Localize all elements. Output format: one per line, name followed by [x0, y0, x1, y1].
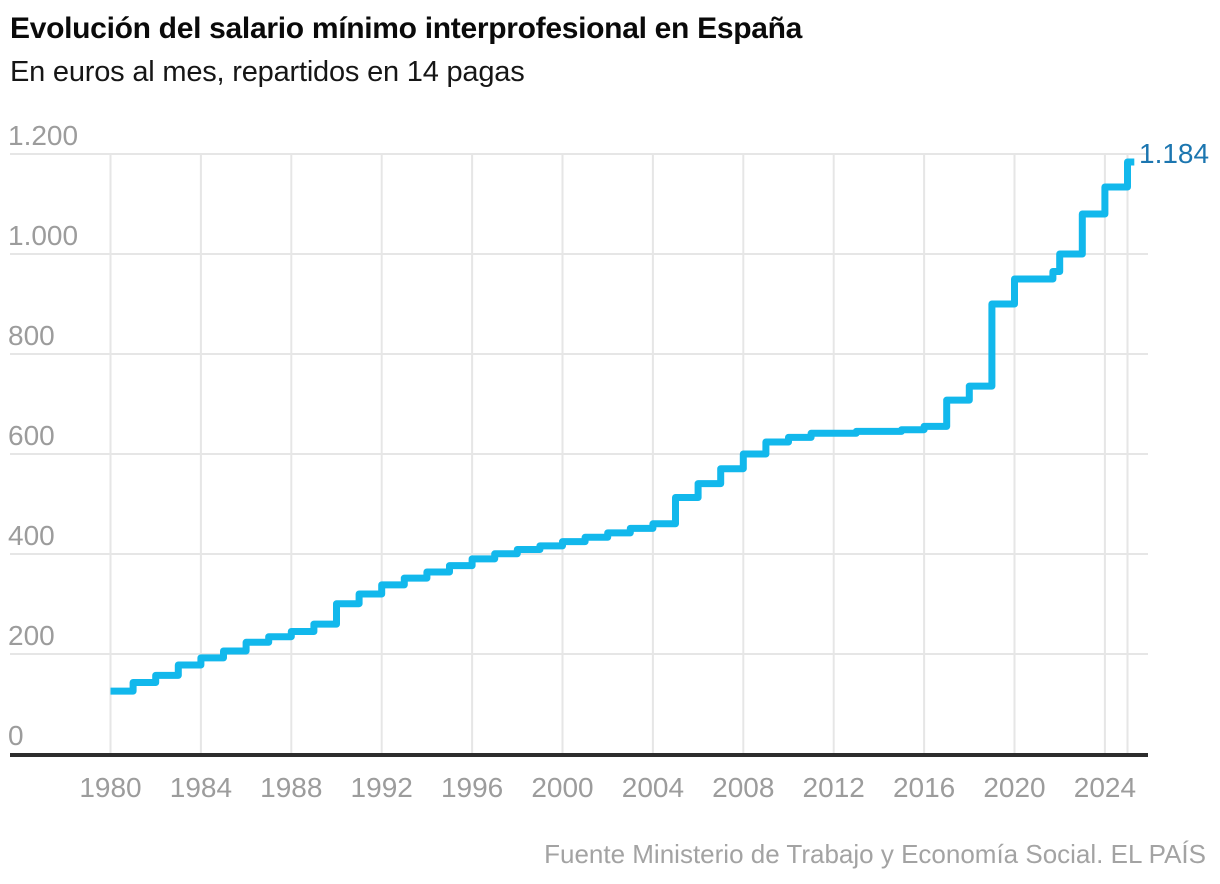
wage-step-line	[110, 158, 1135, 695]
x-tick-label-2024: 2024	[1074, 772, 1136, 803]
x-tick-label-2008: 2008	[712, 772, 774, 803]
y-tick-label-600: 600	[8, 420, 55, 451]
x-tick-label-1988: 1988	[260, 772, 322, 803]
end-value-label: 1.184	[1139, 138, 1209, 169]
x-tick-label-1992: 1992	[351, 772, 413, 803]
y-tick-label-800: 800	[8, 320, 55, 351]
y-tick-label-1000: 1.000	[8, 220, 78, 251]
y-tick-label-0: 0	[8, 720, 24, 751]
y-tick-label-1200: 1.200	[8, 120, 78, 151]
x-tick-label-2012: 2012	[803, 772, 865, 803]
x-tick-label-2020: 2020	[983, 772, 1045, 803]
y-tick-label-400: 400	[8, 520, 55, 551]
x-tick-label-2000: 2000	[531, 772, 593, 803]
chart-title: Evolución del salario mínimo interprofes…	[10, 12, 803, 45]
x-tick-label-1996: 1996	[441, 772, 503, 803]
y-tick-label-200: 200	[8, 620, 55, 651]
x-tick-label-1980: 1980	[79, 772, 141, 803]
x-axis-line	[10, 753, 1148, 757]
x-tick-label-2004: 2004	[622, 772, 684, 803]
source-credit: Fuente Ministerio de Trabajo y Economía …	[544, 839, 1206, 869]
x-tick-label-1984: 1984	[170, 772, 232, 803]
x-tick-label-2016: 2016	[893, 772, 955, 803]
chart-subtitle: En euros al mes, repartidos en 14 pagas	[10, 56, 525, 88]
